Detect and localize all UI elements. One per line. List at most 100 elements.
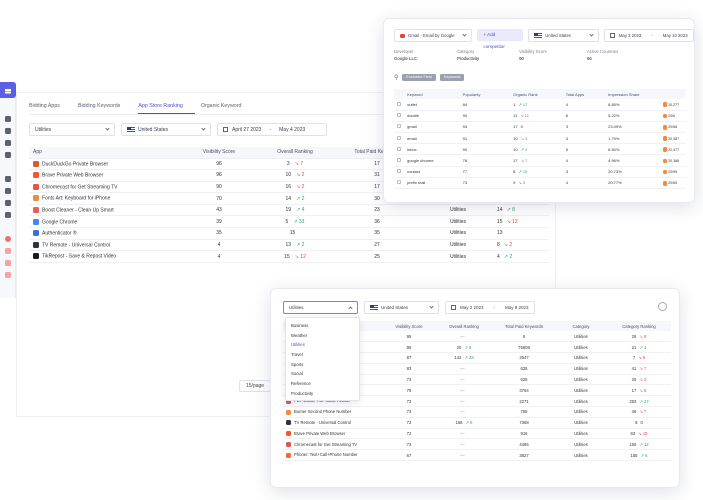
- table-row[interactable]: Chromecast for Get Streaming TV 73 - - 4465…: [283, 438, 671, 451]
- row-checkbox-cell[interactable]: [394, 143, 405, 156]
- dropdown-option-social[interactable]: Social: [291, 371, 303, 377]
- country-select[interactable]: United States: [121, 123, 211, 136]
- table-row[interactable]: gmail 93 17 0 3 23.09% 20/58: [394, 121, 686, 134]
- row-checkbox-cell[interactable]: [394, 132, 405, 145]
- date-range-picker[interactable]: April 27 2023 - May 4 2023: [217, 123, 327, 136]
- stack-icon[interactable]: [5, 140, 11, 146]
- app-select[interactable]: Gmail - Email by Google: [394, 29, 473, 42]
- date-range-picker[interactable]: May 3 2023 - May 10 2023: [603, 29, 694, 42]
- dropdown-option-weather[interactable]: Weather: [291, 332, 308, 338]
- keyword-cell[interactable]: contact: [404, 166, 460, 178]
- row-checkbox-cell[interactable]: [394, 166, 405, 178]
- app-name[interactable]: Brave Private Web Browser: [294, 430, 346, 436]
- tab-bidding-keywords[interactable]: Bidding Keywords: [77, 103, 121, 109]
- dropdown-option-sports[interactable]: Sports: [291, 361, 304, 367]
- tab-bidding-apps[interactable]: Bidding Apps: [29, 103, 60, 109]
- keyword-cell[interactable]: prefix mail: [404, 177, 460, 190]
- column-header[interactable]: Category: [555, 321, 607, 331]
- column-header[interactable]: Visibility Score: [179, 147, 259, 159]
- table-row[interactable]: contact 77 8 ↗ 10 3 20.73% 20/95: [394, 166, 686, 178]
- dropdown-option-utilities[interactable]: Utilities: [291, 342, 305, 348]
- app-name[interactable]: Phoner: Text+Call+Phone Number: [294, 452, 358, 458]
- app-name[interactable]: Brave Private Web Browser: [42, 172, 104, 179]
- checkbox[interactable]: [397, 158, 401, 163]
- column-header[interactable]: Overall Ranking: [435, 321, 493, 331]
- checkbox[interactable]: [397, 169, 401, 174]
- column-header[interactable]: Keyword: [404, 89, 460, 99]
- app-name[interactable]: TV Remote - Universal Control: [42, 242, 111, 249]
- dropdown-option-business[interactable]: Business: [291, 323, 309, 328]
- date-range-picker[interactable]: May 2 2023 - May 9 2023: [445, 301, 535, 314]
- settings-icon[interactable]: [5, 200, 11, 206]
- column-header[interactable]: Total Paid Keywords: [493, 321, 555, 331]
- dropdown-option-productivity[interactable]: Productivity: [291, 390, 314, 396]
- app-name[interactable]: DuckDuckGo Private Browser: [42, 160, 109, 167]
- row-checkbox-cell[interactable]: [394, 121, 405, 134]
- row-checkbox-cell[interactable]: [394, 99, 405, 111]
- checkbox[interactable]: [397, 135, 401, 140]
- app-name[interactable]: Burner Second Phone Number: [294, 409, 352, 415]
- checkbox[interactable]: [397, 113, 401, 118]
- app-name[interactable]: TikRepost - Save & Repost Video: [42, 253, 117, 260]
- add-competitor-button[interactable]: + Add competitor: [477, 29, 524, 49]
- menu-icon[interactable]: [0, 82, 16, 98]
- checkbox[interactable]: [397, 180, 401, 185]
- tab-organic-keyword[interactable]: Organic Keyword: [200, 103, 242, 109]
- gear-icon[interactable]: [5, 212, 11, 218]
- category-select[interactable]: Utilities: [283, 301, 358, 314]
- checkbox[interactable]: [397, 101, 401, 106]
- table-row[interactable]: google chrome 78 17 ↘ 7 4 4.96% 20,386: [394, 154, 686, 167]
- table-row[interactable]: TikRepost - Save & Repost Video 4 15 ↘ 12 25…: [29, 250, 549, 263]
- checkbox[interactable]: [397, 146, 401, 151]
- keyword-cell[interactable]: doodle: [404, 110, 460, 122]
- keyword-cell[interactable]: google chrome: [404, 154, 460, 167]
- table-row[interactable]: TV Remote - Universal Control 4 13 ↗ 2 27 Uti…: [29, 239, 549, 252]
- app-icon[interactable]: [5, 260, 11, 266]
- page-size-select[interactable]: 15/page: [239, 380, 272, 392]
- category-select[interactable]: Utilities: [29, 123, 115, 136]
- table-row[interactable]: outlet 84 1 ↗ 17 4 6.85% 20,277: [394, 99, 686, 111]
- table-row[interactable]: Authenticator ® 35 15 35 Utilities 13: [29, 227, 549, 240]
- country-select[interactable]: United States: [528, 29, 599, 42]
- app-icon[interactable]: [5, 272, 11, 278]
- app-name[interactable]: Fonts Art: Keyboard for iPhone: [42, 195, 111, 202]
- filter-icon[interactable]: [5, 188, 11, 194]
- column-header[interactable]: Overall Ranking: [259, 147, 331, 159]
- list-icon[interactable]: [5, 152, 11, 158]
- app-name[interactable]: Authenticator ®: [42, 230, 77, 237]
- app-name[interactable]: Google Chrome: [42, 218, 78, 225]
- column-header[interactable]: Visibility Score: [383, 321, 435, 331]
- keyword-cell[interactable]: email: [404, 132, 460, 145]
- filter-chip[interactable]: Exclusive Field: [402, 74, 436, 81]
- table-row[interactable]: email 91 10 ↘ 3 3 1.79% 20,387: [394, 132, 686, 145]
- select-all-checkbox[interactable]: [394, 89, 405, 99]
- table-row[interactable]: PDF Editor, PDF Book Reader73- -2271Util…: [283, 395, 671, 408]
- table-row[interactable]: Boost Cleaner - Clean Up Smart 43 19 ↗ 4 23 U…: [29, 204, 549, 217]
- column-settings-icon[interactable]: [658, 302, 667, 311]
- app-name[interactable]: TV Remote - Universal Control: [294, 420, 352, 426]
- dashboard-icon[interactable]: [5, 116, 11, 122]
- table-row[interactable]: doodle 90 11 ↘ 11 6 5.22% 20/6: [394, 110, 686, 122]
- user-icon[interactable]: [5, 128, 11, 134]
- dropdown-option-reference[interactable]: Reference: [291, 381, 311, 387]
- column-header[interactable]: Total Apps: [562, 89, 606, 99]
- table-row[interactable]: Google Chrome 39 5 ↗ 33 36 Utilities 15 ↘ 12: [29, 215, 549, 229]
- table-row[interactable]: inbox 90 10 ↗ 2 5 6.50% 22,477: [394, 143, 686, 156]
- keyword-cell[interactable]: inbox: [404, 143, 460, 156]
- table-row[interactable]: TV Remote - Universal Control 72 168 ↗ 6 736…: [283, 417, 671, 429]
- app-name[interactable]: Chromecast for Get Streaming TV: [294, 441, 358, 447]
- app-name[interactable]: Boost Cleaner - Clean Up Smart: [42, 207, 114, 214]
- row-checkbox-cell[interactable]: [394, 177, 405, 190]
- column-header[interactable]: Impression Share: [605, 89, 660, 99]
- filter-icon[interactable]: ⚲: [394, 75, 399, 81]
- keyword-cell[interactable]: outlet: [404, 99, 460, 111]
- alert-icon[interactable]: [5, 236, 11, 242]
- row-checkbox-cell[interactable]: [394, 110, 405, 122]
- dropdown-option-travel[interactable]: Travel: [291, 352, 303, 358]
- country-select[interactable]: United States: [364, 301, 439, 314]
- app-icon[interactable]: [5, 248, 11, 254]
- checkbox[interactable]: [397, 124, 401, 129]
- table-row[interactable]: Phoner: Text+Call+Phone Number 67 - - 3827 U…: [283, 449, 671, 462]
- table-row[interactable]: Burner Second Phone Number 73 - - 765 Utilit…: [283, 406, 671, 418]
- column-header[interactable]: Organic Rank: [510, 89, 563, 99]
